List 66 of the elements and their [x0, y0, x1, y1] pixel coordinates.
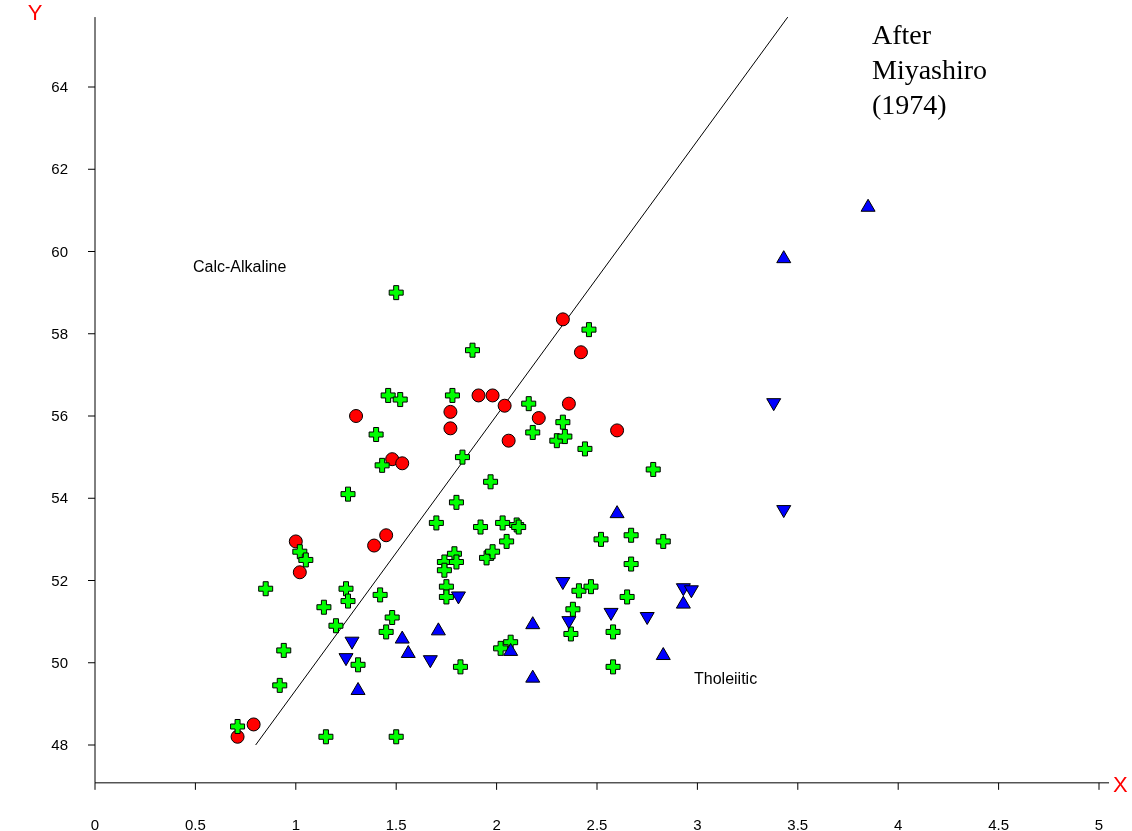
point [639, 612, 655, 626]
point [555, 577, 571, 591]
x-tick-label: 4.5 [988, 815, 1010, 831]
x-axis-title: X [1113, 771, 1129, 797]
y-tick-label: 54 [51, 489, 68, 507]
point [555, 312, 570, 327]
point [609, 505, 625, 519]
y-tick-label: 58 [51, 324, 68, 342]
point [531, 411, 546, 426]
y-tick-label: 62 [51, 160, 68, 178]
x-tick-label: 3.5 [787, 815, 809, 831]
x-tick-label: 4 [894, 815, 903, 831]
point [860, 198, 876, 212]
point [675, 595, 691, 609]
point [292, 565, 307, 580]
x-tick-label: 0 [90, 815, 100, 831]
point [503, 642, 519, 656]
point [573, 345, 588, 360]
point [288, 534, 303, 549]
point [443, 421, 458, 436]
x-tick-label: 2.5 [586, 815, 608, 831]
point [561, 396, 576, 411]
point [501, 433, 516, 448]
point [344, 636, 360, 650]
y-tick-label: 56 [51, 407, 68, 424]
point [395, 456, 410, 471]
point [603, 607, 619, 621]
point [561, 616, 577, 630]
annotation: Calc-Alkaline [193, 258, 287, 275]
point [367, 538, 382, 553]
x-tick-label: 1 [291, 815, 300, 831]
point [394, 630, 410, 644]
annotation: Tholeiitic [694, 670, 758, 687]
x-tick-label: 2 [492, 815, 501, 831]
x-tick-label: 5 [1094, 815, 1104, 831]
point [610, 423, 625, 438]
y-tick-label: 52 [51, 571, 68, 589]
point [349, 409, 364, 423]
x-tick-label: 0.5 [184, 815, 206, 831]
annotation: After Miyashiro (1974) [872, 19, 988, 120]
point [655, 647, 671, 661]
point [525, 669, 541, 683]
point [683, 585, 699, 599]
point [338, 653, 354, 667]
point [450, 591, 466, 605]
point [485, 388, 500, 403]
x-tick-label: 3 [693, 815, 702, 831]
point [430, 622, 446, 636]
point [422, 655, 438, 669]
y-axis-title: Y [27, 0, 43, 26]
point [379, 528, 394, 543]
point [776, 505, 792, 519]
y-tick-label: 60 [51, 242, 68, 260]
point [400, 644, 416, 658]
point [766, 398, 782, 412]
x-tick-label: 1.5 [385, 815, 407, 831]
point [350, 681, 366, 695]
point [776, 250, 792, 264]
point [471, 388, 486, 403]
y-tick-label: 64 [51, 78, 68, 95]
point [525, 616, 541, 630]
point [246, 717, 261, 732]
point [497, 398, 512, 413]
y-tick-label: 48 [51, 736, 68, 753]
point [443, 404, 458, 419]
y-tick-label: 50 [51, 653, 68, 671]
